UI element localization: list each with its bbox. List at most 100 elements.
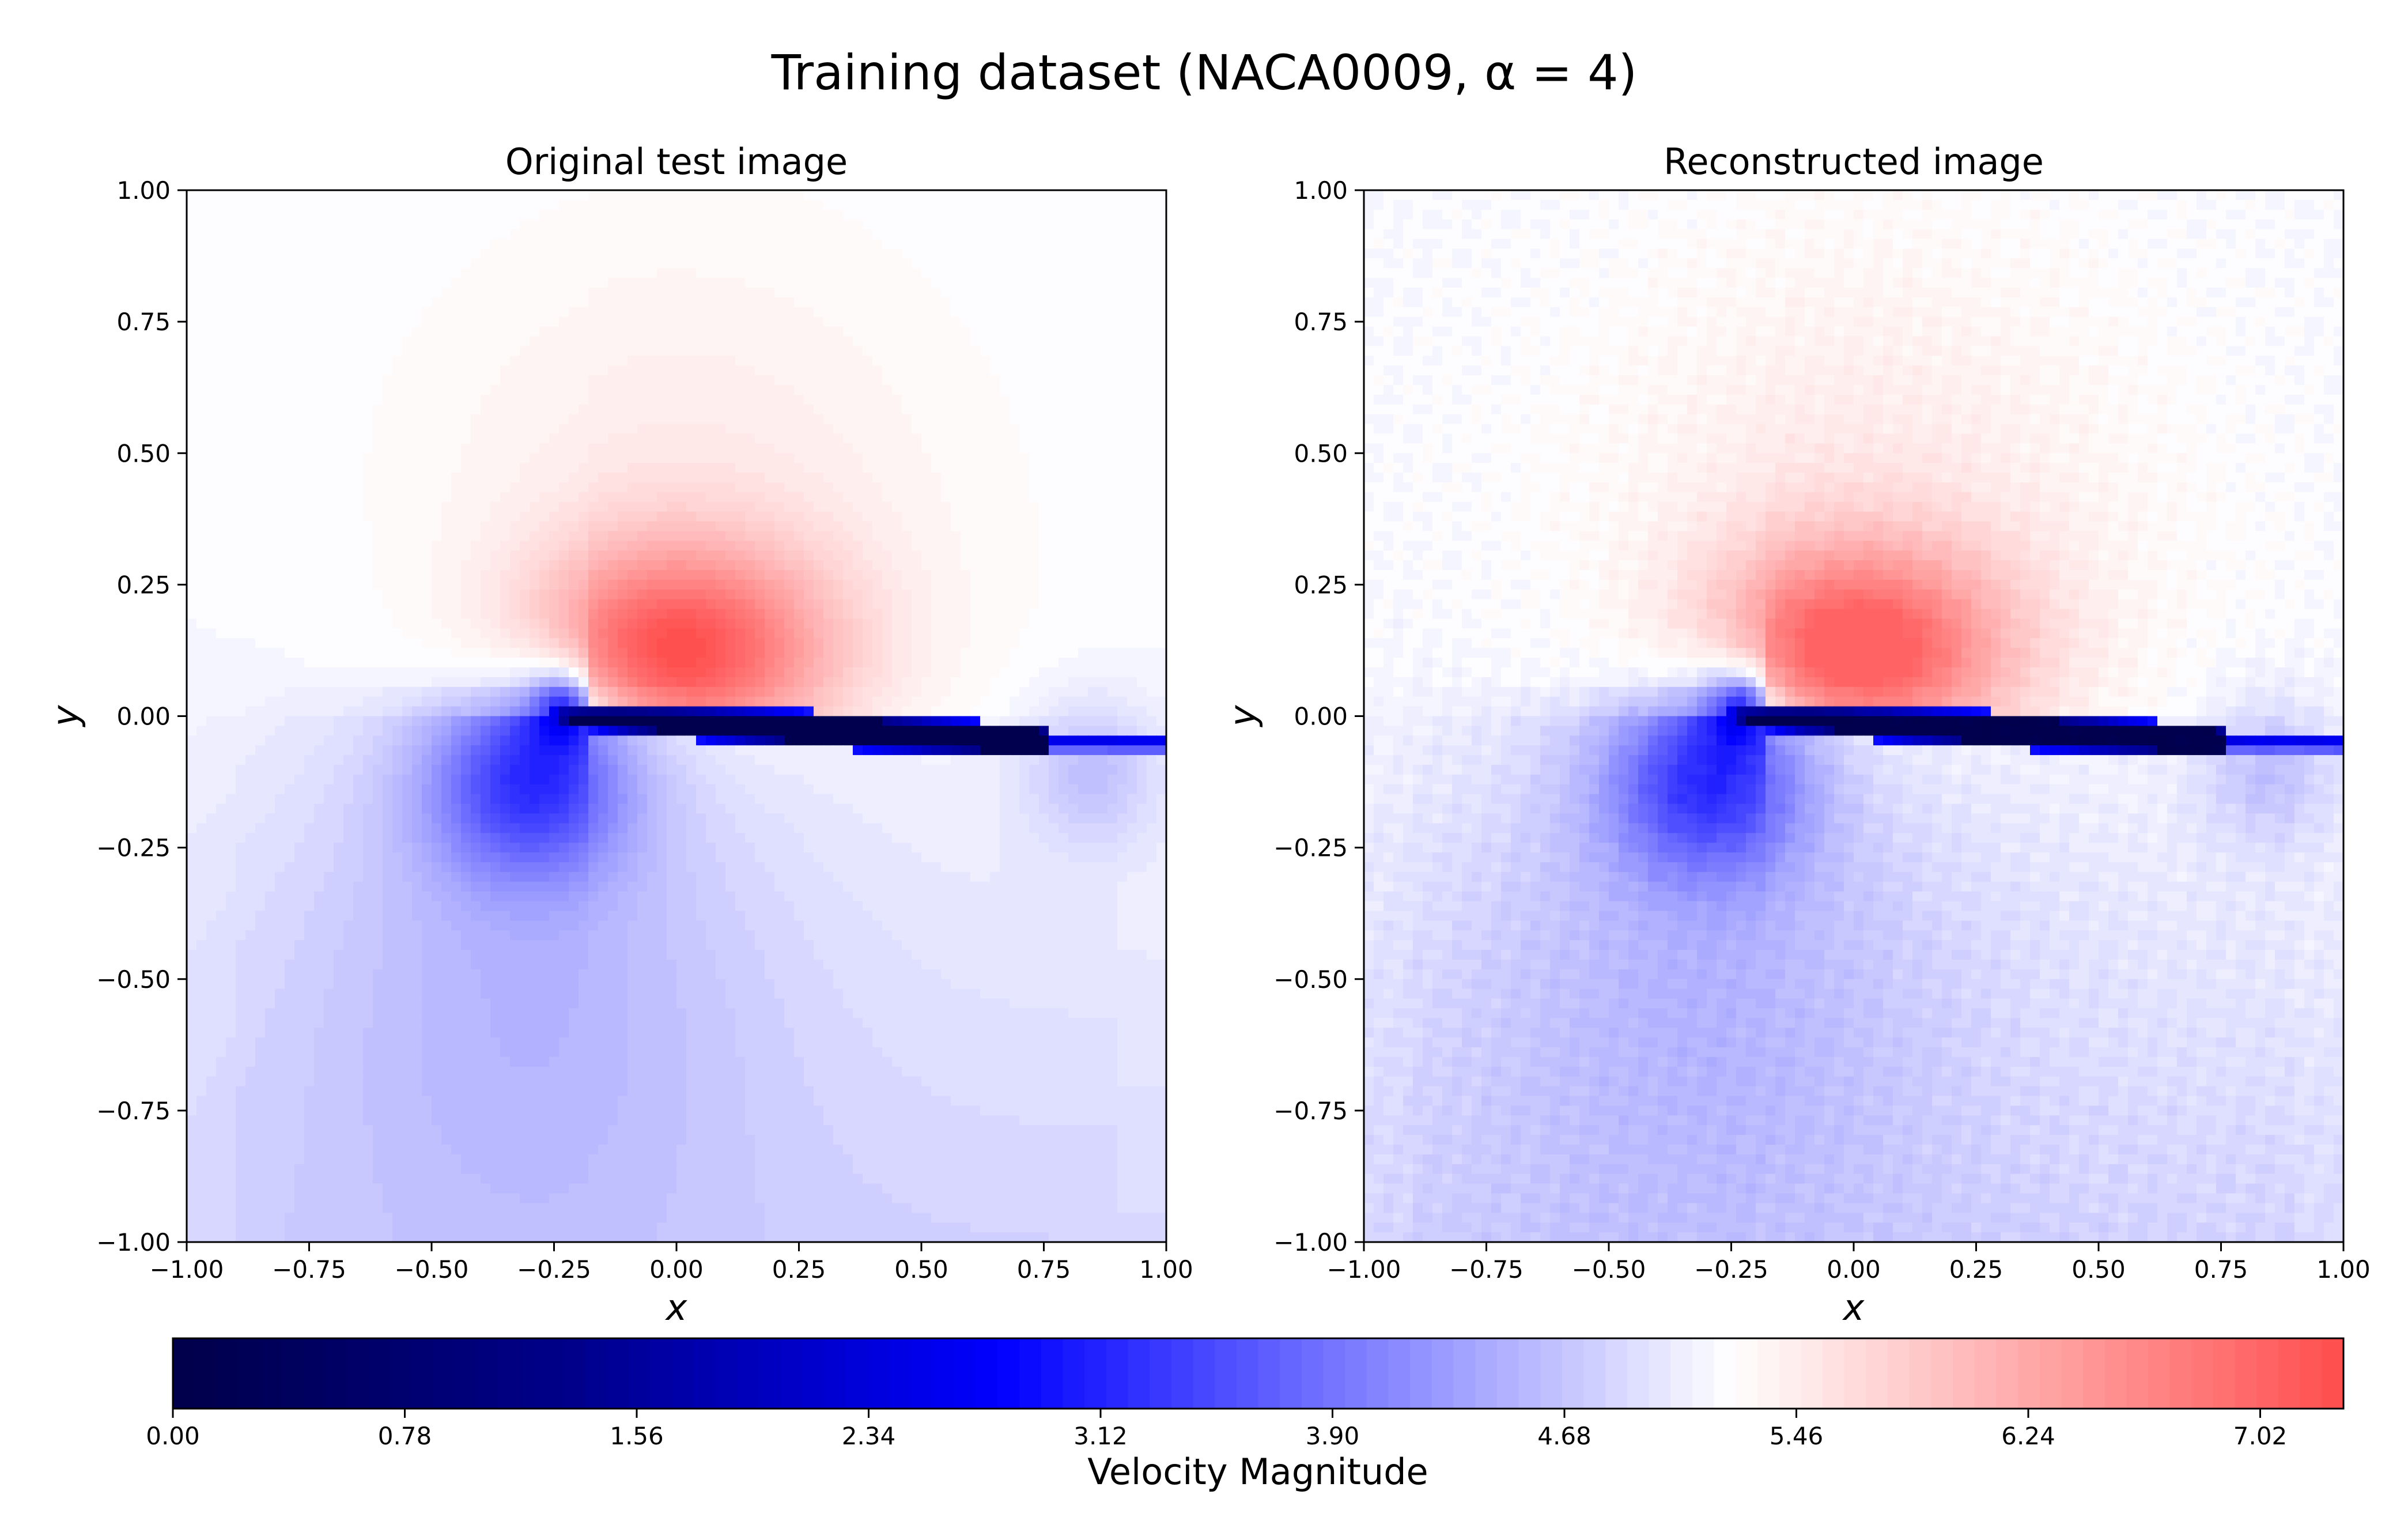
field-cell bbox=[627, 541, 638, 551]
field-cell bbox=[735, 424, 746, 435]
field-cell bbox=[588, 200, 599, 210]
field-cell bbox=[549, 210, 560, 220]
field-cell bbox=[530, 356, 540, 366]
field-cell bbox=[490, 658, 501, 668]
field-cell bbox=[627, 220, 638, 230]
field-cell bbox=[745, 346, 755, 356]
field-cell bbox=[902, 278, 912, 288]
field-cell bbox=[882, 395, 893, 405]
field-cell bbox=[412, 346, 422, 356]
field-cell bbox=[1147, 220, 1157, 230]
field-cell bbox=[245, 424, 256, 435]
field-cell bbox=[990, 570, 1000, 580]
field-cell bbox=[549, 628, 560, 639]
field-cell bbox=[187, 210, 197, 220]
field-cell bbox=[490, 385, 501, 395]
field-cell bbox=[569, 258, 579, 269]
field-cell bbox=[706, 463, 716, 473]
field-cell bbox=[588, 619, 599, 629]
field-cell bbox=[343, 453, 354, 463]
field-cell bbox=[324, 463, 334, 473]
field-cell bbox=[882, 453, 893, 463]
field-cell bbox=[559, 560, 569, 571]
field-cell bbox=[980, 336, 991, 346]
field-cell bbox=[735, 590, 746, 600]
field-cell bbox=[696, 648, 706, 658]
field-cell bbox=[843, 229, 853, 240]
field-cell bbox=[1039, 395, 1049, 405]
field-cell bbox=[676, 317, 687, 327]
field-cell bbox=[226, 307, 236, 318]
field-cell bbox=[432, 570, 442, 580]
field-cell bbox=[451, 414, 462, 425]
field-cell bbox=[334, 453, 344, 463]
field-cell bbox=[1068, 346, 1079, 356]
field-cell bbox=[579, 327, 589, 337]
field-cell bbox=[196, 375, 207, 386]
field-cell bbox=[285, 336, 295, 346]
field-cell bbox=[441, 560, 452, 571]
field-cell bbox=[236, 453, 246, 463]
field-cell bbox=[951, 648, 961, 658]
field-cell bbox=[1117, 278, 1128, 288]
field-cell bbox=[598, 317, 608, 327]
field-cell bbox=[275, 580, 285, 590]
field-cell bbox=[725, 336, 736, 346]
field-cell bbox=[637, 190, 648, 201]
field-cell bbox=[226, 220, 236, 230]
field-cell bbox=[745, 560, 755, 571]
field-cell bbox=[1068, 492, 1079, 503]
field-cell bbox=[461, 385, 471, 395]
field-cell bbox=[255, 278, 266, 288]
field-cell bbox=[1156, 453, 1167, 463]
field-cell bbox=[196, 229, 207, 240]
field-cell bbox=[872, 570, 883, 580]
field-cell bbox=[588, 648, 599, 658]
field-cell bbox=[1088, 239, 1098, 249]
field-cell bbox=[1088, 648, 1098, 658]
field-cell bbox=[843, 297, 853, 308]
field-cell bbox=[579, 541, 589, 551]
field-cell bbox=[618, 473, 628, 483]
field-cell bbox=[961, 570, 971, 580]
field-cell bbox=[559, 200, 569, 210]
field-cell bbox=[951, 453, 961, 463]
field-cell bbox=[500, 268, 511, 278]
field-cell bbox=[735, 570, 746, 580]
field-cell bbox=[598, 297, 608, 308]
field-cell bbox=[1000, 365, 1010, 376]
field-cell bbox=[951, 658, 961, 668]
field-cell bbox=[461, 346, 471, 356]
field-cell bbox=[285, 433, 295, 444]
field-cell bbox=[872, 220, 883, 230]
field-cell bbox=[608, 648, 618, 658]
field-cell bbox=[863, 667, 873, 678]
field-cell bbox=[1127, 560, 1137, 571]
field-cell bbox=[187, 453, 197, 463]
field-cell bbox=[510, 336, 520, 346]
field-cell bbox=[667, 220, 677, 230]
field-cell bbox=[902, 210, 912, 220]
field-cell bbox=[363, 375, 373, 386]
field-cell bbox=[676, 638, 687, 648]
field-cell bbox=[696, 453, 706, 463]
field-cell bbox=[392, 405, 403, 415]
field-cell bbox=[245, 609, 256, 620]
field-cell bbox=[912, 531, 922, 541]
field-cell bbox=[902, 307, 912, 318]
field-cell bbox=[373, 658, 383, 668]
field-cell bbox=[882, 667, 893, 678]
field-cell bbox=[863, 190, 873, 201]
field-cell bbox=[608, 307, 618, 318]
field-cell bbox=[1098, 297, 1108, 308]
field-cell bbox=[1078, 638, 1088, 648]
field-cell bbox=[667, 463, 677, 473]
field-cell bbox=[1029, 346, 1039, 356]
field-cell bbox=[1137, 482, 1147, 493]
field-cell bbox=[823, 482, 834, 493]
field-cell bbox=[1059, 560, 1069, 571]
field-cell bbox=[1117, 628, 1128, 639]
field-cell bbox=[784, 307, 795, 318]
field-cell bbox=[579, 560, 589, 571]
field-cell bbox=[304, 570, 315, 580]
